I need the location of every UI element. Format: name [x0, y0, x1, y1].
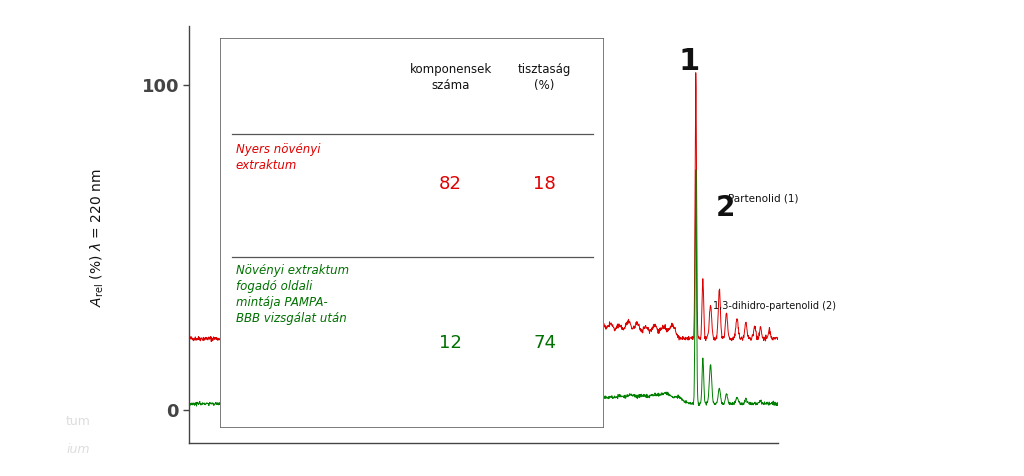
Text: Nyers növényi
extraktum: Nyers növényi extraktum: [236, 143, 321, 172]
Text: tisztaság
(%): tisztaság (%): [518, 63, 571, 92]
Text: $A_\mathrm{rel}$ (%) $\lambda$ = 220 nm: $A_\mathrm{rel}$ (%) $\lambda$ = 220 nm: [89, 169, 105, 307]
Text: 82: 82: [439, 176, 462, 193]
Text: 1: 1: [678, 48, 699, 77]
Text: 18: 18: [534, 176, 556, 193]
Text: tum: tum: [66, 415, 90, 428]
Text: Partenolid (1): Partenolid (1): [728, 194, 799, 204]
Text: ium: ium: [67, 443, 90, 456]
Text: 12: 12: [439, 334, 462, 352]
Text: 1,3-dihidro-partenolid (2): 1,3-dihidro-partenolid (2): [714, 301, 837, 311]
Text: Növényi extraktum
fogadó oldali
mintája PAMPA-
BBB vizsgálat után: Növényi extraktum fogadó oldali mintája …: [236, 265, 348, 326]
Text: 74: 74: [534, 334, 556, 352]
Text: 2: 2: [716, 194, 735, 222]
Text: komponensek
száma: komponensek száma: [410, 63, 492, 92]
